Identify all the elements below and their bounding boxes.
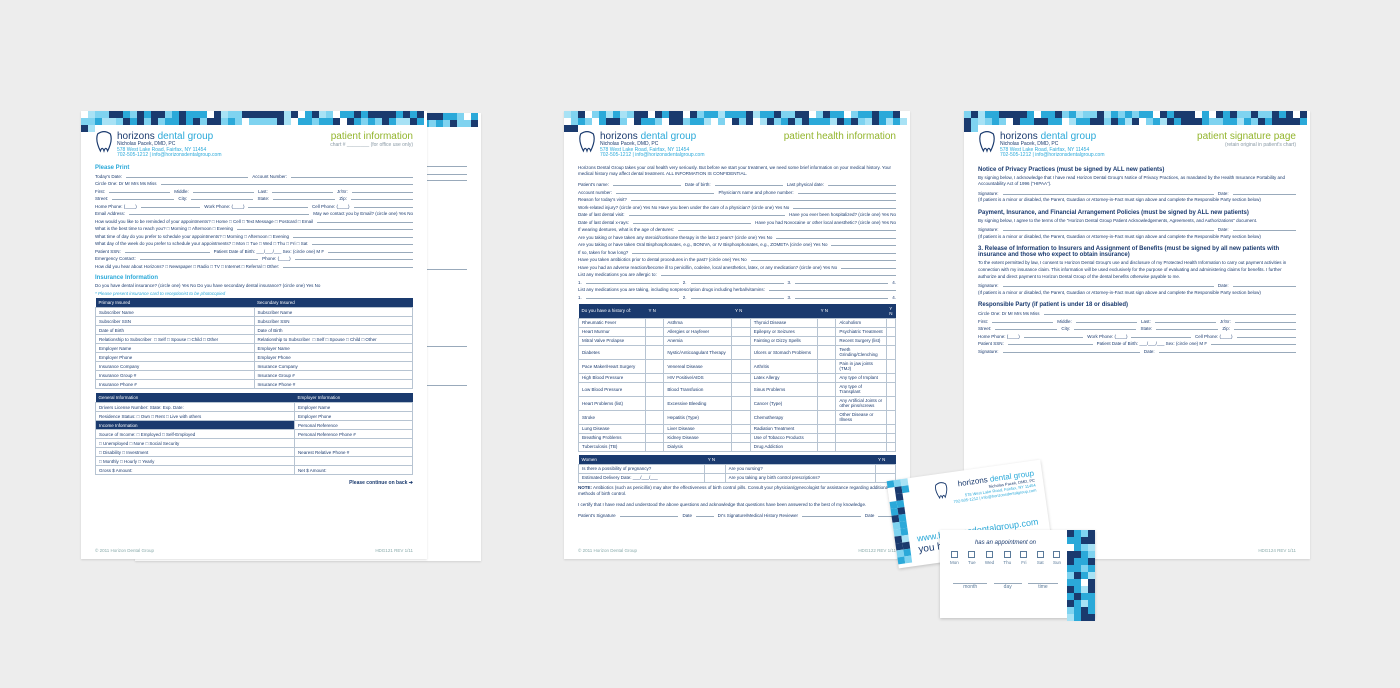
business-card-back: has an appointment on MonTueWedThuFriSat… <box>940 530 1095 618</box>
history-table: Do you have a history of:Y N Y N Y N Y N… <box>578 304 896 452</box>
general-info-table: General InformationEmployer Information … <box>95 393 413 475</box>
mosaic <box>564 111 910 125</box>
mosaic <box>81 111 427 125</box>
section-please-print: Please Print <box>95 165 413 171</box>
section-insurance: Insurance Information <box>95 275 413 281</box>
women-table: WomenY NY N Is there a possibility of pr… <box>578 455 896 483</box>
insurance-table: Primary InsuredSecondary Insured Subscri… <box>95 298 413 389</box>
doc-patient-information: horizons dental group Nicholas Pacek, DM… <box>81 111 427 559</box>
doc-patient-health-information: horizons dental group Nicholas Pacek, DM… <box>564 111 910 559</box>
page-title: patient information <box>330 131 413 142</box>
page-title: patient signature page <box>1197 131 1296 142</box>
logo: horizons dental group Nicholas Pacek, DM… <box>578 131 705 159</box>
logo: horizons dental group Nicholas Pacek, DM… <box>95 131 222 159</box>
continue-note: Please continue on back ➔ <box>95 480 413 486</box>
mosaic <box>964 111 1310 125</box>
logo: horizons dental group Nicholas Pacek, DM… <box>978 131 1105 159</box>
page-title: patient health information <box>784 131 896 142</box>
